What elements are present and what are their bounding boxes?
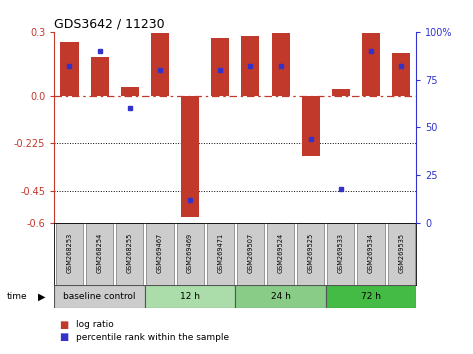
Bar bbox=[207, 223, 234, 285]
Bar bbox=[358, 223, 385, 285]
Text: GSM269524: GSM269524 bbox=[278, 233, 283, 273]
Bar bbox=[86, 223, 113, 285]
Bar bbox=[91, 57, 109, 96]
Text: GSM269525: GSM269525 bbox=[308, 233, 314, 273]
Bar bbox=[54, 285, 145, 308]
Bar bbox=[267, 223, 294, 285]
Bar bbox=[237, 223, 264, 285]
Bar bbox=[297, 223, 324, 285]
Text: GSM268254: GSM268254 bbox=[96, 233, 103, 273]
Text: ■: ■ bbox=[59, 320, 69, 330]
Bar bbox=[387, 223, 415, 285]
Bar bbox=[302, 96, 320, 156]
Bar bbox=[56, 223, 83, 285]
Text: GSM268253: GSM268253 bbox=[67, 233, 72, 273]
Text: 12 h: 12 h bbox=[180, 292, 200, 301]
Bar bbox=[235, 285, 326, 308]
Bar bbox=[116, 223, 143, 285]
Text: GSM269469: GSM269469 bbox=[187, 233, 193, 273]
Text: GSM269507: GSM269507 bbox=[247, 233, 254, 273]
Text: 72 h: 72 h bbox=[361, 292, 381, 301]
Bar bbox=[326, 285, 416, 308]
Text: GSM269471: GSM269471 bbox=[217, 233, 223, 273]
Text: ■: ■ bbox=[59, 332, 69, 342]
Bar bbox=[392, 53, 410, 96]
Text: GSM269535: GSM269535 bbox=[398, 233, 404, 273]
Text: time: time bbox=[7, 292, 28, 301]
Bar bbox=[327, 223, 354, 285]
Bar bbox=[332, 89, 350, 96]
Bar bbox=[176, 223, 204, 285]
Bar bbox=[362, 33, 380, 96]
Text: log ratio: log ratio bbox=[76, 320, 114, 330]
Text: GSM269467: GSM269467 bbox=[157, 233, 163, 273]
Bar bbox=[151, 33, 169, 96]
Bar bbox=[121, 87, 139, 96]
Text: GSM268255: GSM268255 bbox=[127, 233, 133, 273]
Text: GSM269533: GSM269533 bbox=[338, 233, 344, 273]
Text: percentile rank within the sample: percentile rank within the sample bbox=[76, 332, 229, 342]
Bar bbox=[211, 38, 229, 96]
Bar bbox=[61, 42, 79, 96]
Bar bbox=[181, 96, 199, 217]
Bar bbox=[146, 223, 174, 285]
Bar bbox=[241, 36, 259, 96]
Text: GDS3642 / 11230: GDS3642 / 11230 bbox=[54, 18, 165, 31]
Bar bbox=[145, 285, 235, 308]
Text: ▶: ▶ bbox=[38, 291, 45, 302]
Text: GSM269534: GSM269534 bbox=[368, 233, 374, 273]
Text: 24 h: 24 h bbox=[271, 292, 290, 301]
Bar bbox=[272, 33, 289, 96]
Text: baseline control: baseline control bbox=[63, 292, 136, 301]
